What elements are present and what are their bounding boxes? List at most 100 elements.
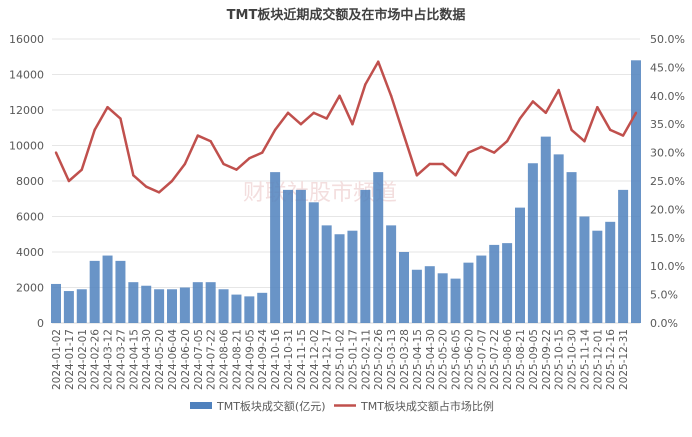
bar (605, 221, 616, 323)
legend-label-line: TMT板块成交额占市场比例 (360, 399, 494, 413)
legend-swatch-bar (190, 402, 212, 409)
x-tick-label: 2025-12-01 (592, 329, 604, 390)
y-right-tick-label: 50.0% (650, 33, 685, 46)
line-point (415, 174, 419, 177)
bar (205, 282, 216, 323)
x-tick-label: 2025-10-30 (567, 329, 579, 390)
line-point (402, 134, 406, 137)
y-right-tick-label: 30.0% (650, 147, 685, 160)
line-point (183, 162, 187, 166)
line-point (596, 105, 599, 109)
bar (321, 225, 332, 323)
line-point (467, 151, 470, 154)
y-right-tick-label: 25.0% (650, 175, 685, 188)
line-point (621, 134, 625, 137)
line-point (364, 83, 367, 86)
bar (463, 262, 474, 323)
line-point (248, 157, 251, 160)
bar (179, 287, 190, 323)
x-tick-label: 2025-01-02 (335, 329, 347, 390)
x-tick-label: 2024-06-20 (180, 329, 192, 390)
line-point (80, 168, 83, 171)
line-point (531, 100, 535, 103)
line-point (157, 191, 161, 194)
bar (76, 289, 87, 323)
line-point (389, 94, 393, 98)
watermark: 财联社股市频道 (243, 181, 397, 206)
y-left-tick-label: 12000 (9, 104, 44, 117)
x-tick-label: 2024-02-01 (77, 329, 89, 390)
bar (618, 189, 629, 323)
line-point (428, 162, 431, 166)
bar (167, 289, 177, 323)
x-tick-label: 2024-09-05 (244, 329, 256, 390)
bar (244, 296, 255, 323)
bar (334, 234, 345, 323)
bar (515, 207, 525, 323)
bar (476, 255, 487, 323)
line-point (170, 179, 174, 183)
x-tick-label: 2025-05-20 (438, 329, 450, 390)
x-tick-label: 2025-10-15 (554, 329, 566, 390)
x-tick-label: 2024-08-06 (219, 329, 231, 390)
line-point (196, 134, 199, 137)
line-point (222, 162, 225, 166)
bar (579, 216, 590, 323)
x-tick-label: 2025-02-11 (360, 329, 372, 390)
y-right-tick-label: 45.0% (650, 61, 685, 74)
x-tick-label: 2024-08-21 (231, 329, 243, 390)
y-right-tick-label: 35.0% (650, 118, 685, 131)
x-tick-label: 2025-09-05 (528, 329, 540, 390)
y-left-tick-label: 16000 (9, 33, 44, 46)
x-tick-label: 2024-01-02 (51, 329, 63, 390)
line-point (634, 111, 638, 115)
x-tick-label: 2025-08-06 (502, 329, 514, 390)
line-point (145, 185, 148, 188)
y-left-tick-label: 6000 (16, 211, 44, 224)
x-tick-label: 2024-06-04 (167, 329, 179, 390)
bar (540, 136, 551, 323)
x-tick-label: 2024-05-20 (154, 329, 166, 390)
bar (231, 294, 242, 323)
y-right-tick-label: 5.0% (650, 289, 678, 302)
line-point (119, 117, 122, 120)
line-point (235, 168, 238, 171)
bar (154, 289, 165, 323)
bar (489, 244, 500, 323)
line-point (106, 105, 109, 109)
bar (631, 60, 641, 324)
legend-label-bar: TMT板块成交额(亿元) (216, 399, 326, 413)
ratio-line (54, 60, 638, 194)
x-tick-label: 2024-03-27 (115, 329, 127, 390)
x-axis: 2024-01-02 2024-01-17 2024-02-01 2024-02-26… (51, 329, 630, 390)
line-point (441, 162, 444, 166)
x-tick-label: 2024-04-30 (141, 329, 153, 390)
x-tick-label: 2024-01-17 (64, 329, 76, 390)
line-point (609, 128, 612, 132)
bar (257, 292, 268, 323)
line-point (132, 174, 135, 177)
line-point (351, 123, 354, 126)
x-tick-label: 2024-07-22 (206, 329, 218, 390)
x-tick-label: 2024-04-15 (128, 329, 140, 390)
line-point (570, 128, 573, 132)
x-tick-label: 2024-12-02 (309, 329, 321, 390)
bar (51, 283, 61, 323)
y-left-tick-label: 8000 (16, 175, 44, 188)
line-point (454, 174, 457, 177)
bar (450, 278, 461, 323)
line-point (261, 151, 264, 154)
y-left-tick-label: 0 (37, 317, 44, 330)
bar (527, 163, 538, 323)
bar (141, 285, 152, 323)
bar (89, 260, 100, 323)
x-tick-label: 2025-06-05 (451, 329, 463, 390)
y-left-tick-label: 4000 (16, 246, 44, 259)
y-right-tick-label: 20.0% (650, 203, 685, 216)
y-left-tick-label: 2000 (16, 282, 44, 295)
line-points (54, 60, 638, 194)
x-tick-label: 2024-12-17 (322, 329, 334, 390)
line-point (338, 94, 341, 98)
